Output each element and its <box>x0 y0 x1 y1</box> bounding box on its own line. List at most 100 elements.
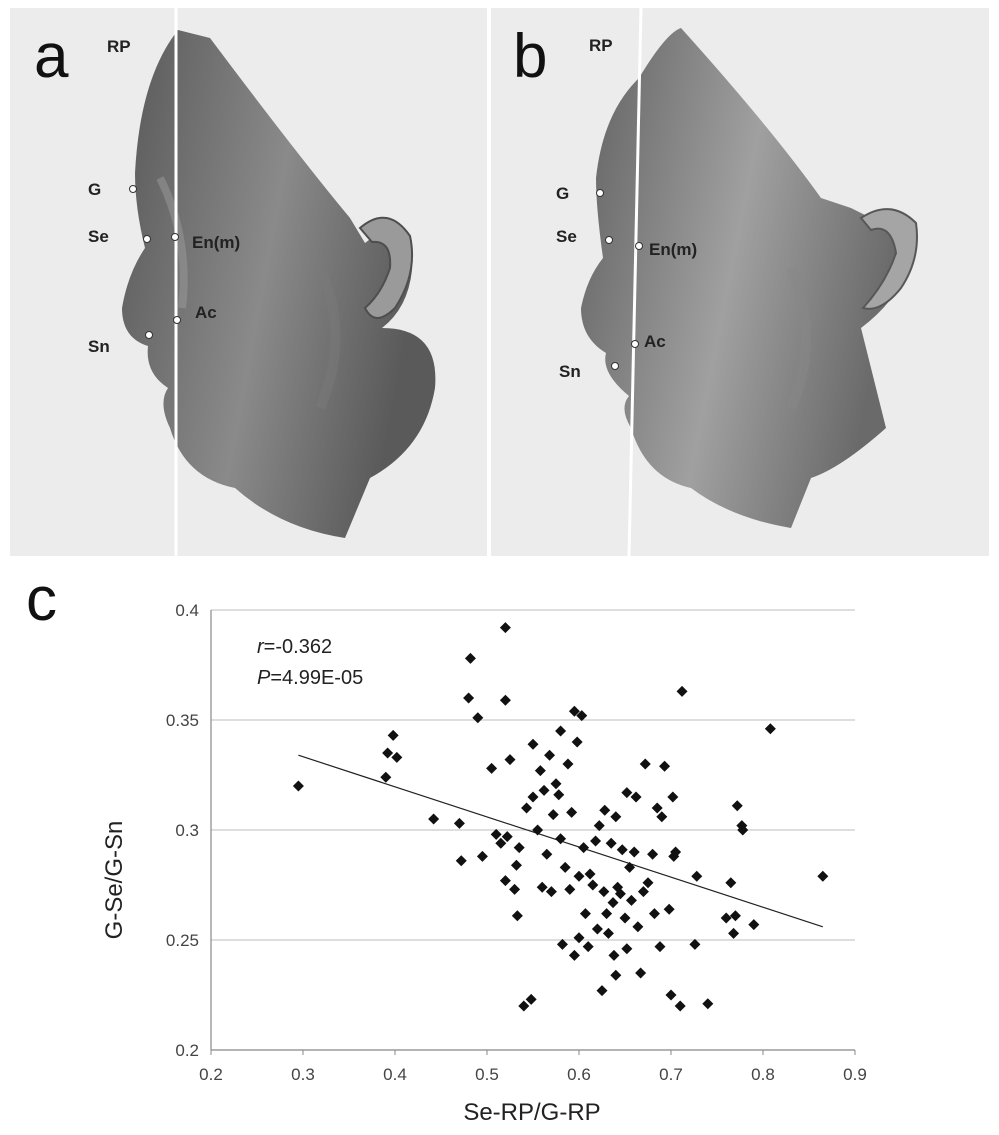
scatter-point <box>665 989 677 1001</box>
scatter-point <box>579 908 591 920</box>
panel-letter-c: c <box>26 565 57 634</box>
landmark-en-dot <box>635 242 643 250</box>
scatter-point <box>495 837 507 849</box>
scatter-point <box>614 888 626 900</box>
landmark-se-dot <box>143 235 151 243</box>
scatter-point <box>731 800 743 812</box>
face-panel-b: b RP G Se En(m) Ac Sn <box>491 8 989 556</box>
scatter-point <box>605 837 617 849</box>
r-symbol: r <box>257 636 265 658</box>
landmark-en-dot <box>171 233 179 241</box>
scatter-point <box>591 923 603 935</box>
scatter-point <box>571 736 583 748</box>
scatter-point <box>573 932 585 944</box>
scatter-point <box>630 791 642 803</box>
scatter-point <box>380 771 392 783</box>
scatter-point <box>387 729 399 741</box>
scatter-point <box>667 791 679 803</box>
scatter-point <box>676 685 688 697</box>
face-model-a <box>122 8 436 556</box>
axes <box>210 610 856 1055</box>
scatter-point <box>499 622 511 634</box>
scatter-point <box>564 883 576 895</box>
landmark-g-dot <box>596 189 604 197</box>
landmark-ac-dot <box>173 316 181 324</box>
scatter-point <box>562 758 574 770</box>
scatter-point <box>587 879 599 891</box>
scatter-point <box>607 897 619 909</box>
label-rp: RP <box>107 37 131 56</box>
scatter-point <box>550 778 562 790</box>
scatter-point <box>764 723 776 735</box>
scatter-point <box>599 804 611 816</box>
scatter-point <box>635 967 647 979</box>
scatter-point <box>499 694 511 706</box>
p-value: =4.99E-05 <box>270 667 363 689</box>
scatter-point <box>598 886 610 898</box>
scatter-point <box>578 842 590 854</box>
landmark-g-dot <box>129 185 137 193</box>
scatter-point <box>486 762 498 774</box>
scatter-point <box>625 894 637 906</box>
scatter-point <box>527 791 539 803</box>
y-tick-label: 0.3 <box>175 821 199 840</box>
scatter-point <box>521 802 533 814</box>
y-tick-label: 0.35 <box>166 711 199 730</box>
face-surface <box>122 30 436 538</box>
scatter-point <box>637 886 649 898</box>
scatter-point <box>619 912 631 924</box>
y-tick-label: 0.25 <box>166 931 199 950</box>
label-ac: Ac <box>644 332 666 351</box>
scatter-point <box>616 844 628 856</box>
scatter-point <box>568 705 580 717</box>
scatter-point <box>513 842 525 854</box>
scatter-point <box>536 881 548 893</box>
scatter-point <box>573 870 585 882</box>
scatter-point <box>596 985 608 997</box>
p-value-annotation: P=4.99E-05 <box>257 667 363 689</box>
face-surface <box>581 28 912 528</box>
scatter-point <box>566 806 578 818</box>
r-value: =-0.362 <box>264 636 332 658</box>
scatter-point <box>382 747 394 759</box>
scatter-point <box>621 787 633 799</box>
scatter-point <box>737 824 749 836</box>
scatter-point <box>689 938 701 950</box>
scatter-point <box>621 943 633 955</box>
label-sn: Sn <box>559 362 581 381</box>
scatter-point <box>582 941 594 953</box>
x-tick-label: 0.4 <box>383 1065 407 1084</box>
scatter-point <box>555 833 567 845</box>
landmark-se-dot <box>605 236 613 244</box>
label-en: En(m) <box>649 240 698 259</box>
y-axis-label: G-Se/G-Sn <box>101 821 128 940</box>
scatter-point <box>464 652 476 664</box>
scatter-point <box>651 802 663 814</box>
scatter-point <box>654 941 666 953</box>
scatter-point <box>292 780 304 792</box>
x-axis-label: Se-RP/G-RP <box>463 1099 600 1126</box>
scatter-point <box>568 949 580 961</box>
label-se: Se <box>88 227 109 246</box>
scatter-point <box>725 877 737 889</box>
face-panel-a: a RP G Se En(m) Ac Sn <box>10 8 487 556</box>
x-tick-label: 0.3 <box>291 1065 315 1084</box>
x-tick-label: 0.5 <box>475 1065 499 1084</box>
scatter-point <box>544 749 556 761</box>
scatter-point <box>490 828 502 840</box>
scatter-point <box>663 903 675 915</box>
label-g: G <box>556 184 570 203</box>
label-se: Se <box>556 227 577 246</box>
scatter-point <box>518 1000 530 1012</box>
scatter-point <box>547 809 559 821</box>
label-g: G <box>88 180 102 199</box>
scatter-point <box>559 861 571 873</box>
scatter-point <box>647 848 659 860</box>
landmark-sn-dot <box>611 362 619 370</box>
scatter-point <box>642 877 654 889</box>
x-tick-label: 0.2 <box>199 1065 223 1084</box>
scatter-point <box>817 870 829 882</box>
scatter-point <box>593 820 605 832</box>
tick-labels: 0.2 0.25 0.3 0.35 0.4 0.2 0.3 0.4 0.5 0.6 0.7 0.8 0.… <box>166 601 867 1084</box>
scatter-point <box>728 927 740 939</box>
